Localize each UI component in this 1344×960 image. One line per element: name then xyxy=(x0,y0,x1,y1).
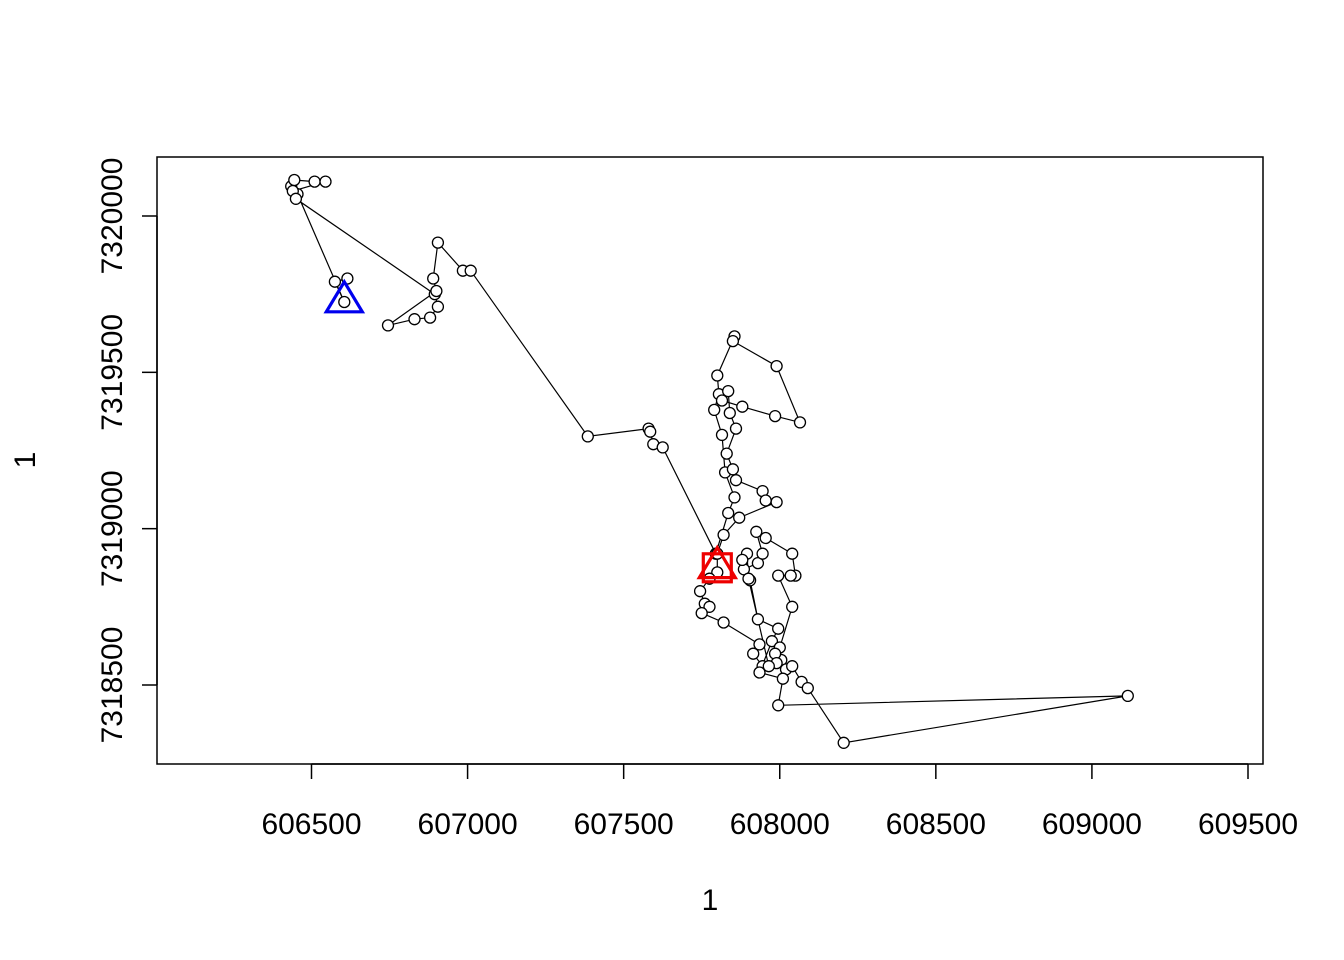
data-point xyxy=(656,441,669,454)
data-point xyxy=(693,585,707,598)
data-point xyxy=(717,528,730,542)
x-tick-label: 608000 xyxy=(730,808,830,841)
data-point xyxy=(747,647,760,660)
x-tick-label: 609500 xyxy=(1198,808,1298,841)
track-lines xyxy=(290,179,1128,744)
data-point xyxy=(765,635,779,648)
data-point xyxy=(715,394,729,407)
x-tick-label: 609000 xyxy=(1042,808,1142,841)
triangle-marker xyxy=(696,544,739,580)
y-tick-label: 7320000 xyxy=(96,158,129,275)
data-point xyxy=(1121,689,1134,703)
data-point xyxy=(319,175,332,188)
data-point xyxy=(464,264,477,277)
data-point xyxy=(711,369,724,382)
data-point xyxy=(720,447,733,460)
square-marker xyxy=(701,552,733,584)
data-point xyxy=(762,660,775,673)
data-point xyxy=(786,660,799,673)
data-point xyxy=(786,600,799,613)
x-axis: 606500 607000 607500 608000 608500 609000 6095… xyxy=(261,763,1298,841)
data-point xyxy=(703,600,716,613)
y-tick-label: 7319000 xyxy=(96,470,129,587)
data-point xyxy=(753,638,766,651)
data-point xyxy=(717,616,730,629)
data-point xyxy=(786,547,799,560)
data-point xyxy=(338,295,351,309)
data-point xyxy=(736,400,749,413)
data-point xyxy=(644,425,657,438)
data-point xyxy=(581,430,594,443)
data-point xyxy=(381,319,395,332)
data-point xyxy=(708,403,721,417)
data-point xyxy=(408,313,421,326)
data-point xyxy=(729,422,743,435)
data-point xyxy=(784,569,797,582)
data-point xyxy=(288,173,301,187)
special-markers xyxy=(323,278,739,584)
y-tick-label: 7319500 xyxy=(96,314,129,431)
data-point xyxy=(431,300,445,313)
y-axis-title: 1 xyxy=(9,452,42,469)
data-point xyxy=(770,495,783,509)
data-point xyxy=(837,736,850,749)
data-point xyxy=(733,511,746,524)
y-tick-label: 7318500 xyxy=(96,627,129,744)
data-point xyxy=(759,531,772,545)
data-point xyxy=(753,666,766,679)
data-point xyxy=(722,506,735,520)
data-point xyxy=(729,474,743,487)
data-point xyxy=(423,311,437,324)
data-point xyxy=(772,699,785,712)
x-axis-title: 1 xyxy=(702,884,719,917)
data-point xyxy=(726,334,740,348)
plot-box xyxy=(156,156,1264,765)
triangle-marker xyxy=(323,278,366,314)
data-point xyxy=(289,192,303,205)
data-point xyxy=(695,606,708,620)
track-points xyxy=(285,173,1134,749)
data-point xyxy=(768,409,782,423)
data-point xyxy=(793,416,807,429)
data-point xyxy=(756,547,769,560)
data-point xyxy=(751,613,765,626)
data-point xyxy=(772,569,785,582)
data-point xyxy=(772,622,785,635)
data-point xyxy=(715,428,729,442)
data-point xyxy=(427,272,440,285)
x-tick-label: 607000 xyxy=(418,808,518,841)
y-axis: 7318500 7319000 7319500 7320000 xyxy=(96,158,158,744)
data-point xyxy=(308,175,321,188)
data-point xyxy=(328,275,342,288)
data-point xyxy=(431,236,445,249)
data-point xyxy=(736,553,749,567)
data-point xyxy=(728,491,741,504)
data-point xyxy=(430,284,443,298)
data-point xyxy=(742,572,755,585)
track-line xyxy=(290,179,1128,744)
data-point xyxy=(750,525,763,538)
data-point xyxy=(723,406,736,420)
x-tick-label: 608500 xyxy=(886,808,986,841)
data-point xyxy=(776,672,790,685)
data-point xyxy=(759,494,772,507)
x-tick-label: 606500 xyxy=(261,808,361,841)
data-point xyxy=(801,681,814,695)
data-point xyxy=(770,359,783,373)
x-tick-label: 607500 xyxy=(574,808,674,841)
data-point xyxy=(726,463,740,476)
data-point xyxy=(722,384,735,398)
